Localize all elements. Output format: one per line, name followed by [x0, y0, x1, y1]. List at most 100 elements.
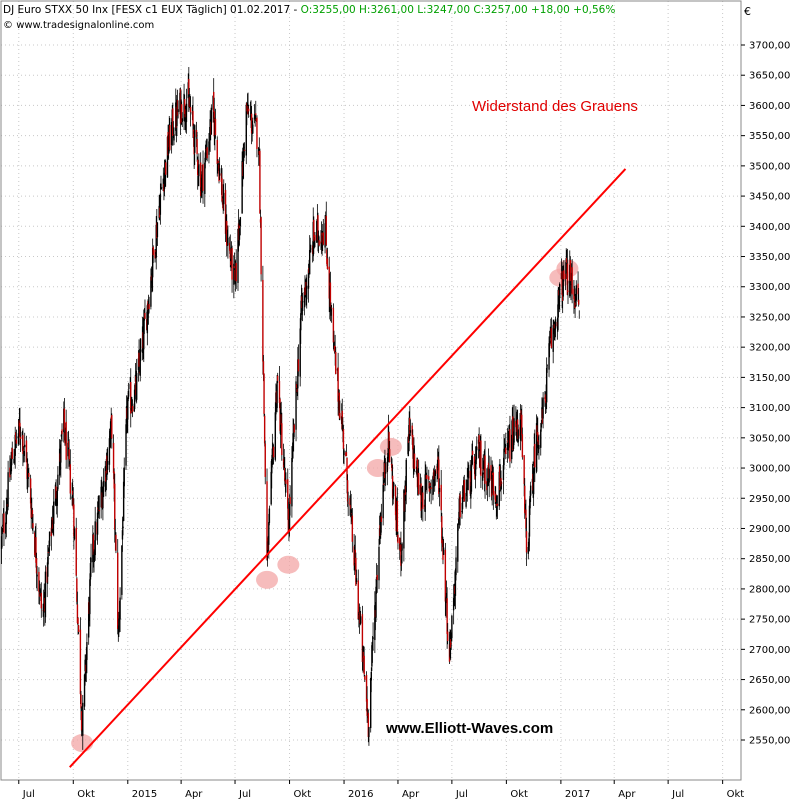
- candle-body: [86, 642, 88, 660]
- candle-body: [300, 313, 302, 331]
- candle-body: [102, 480, 105, 497]
- candle-body: [67, 442, 69, 457]
- candle-body: [42, 603, 45, 613]
- candle-body: [226, 220, 228, 246]
- candle-body: [330, 307, 333, 309]
- resistance-trendline: [68, 168, 627, 768]
- candle-body: [167, 131, 169, 156]
- candle-body: [378, 528, 381, 545]
- candle-body: [115, 534, 117, 551]
- candle-body: [154, 250, 156, 259]
- candle-body: [426, 475, 428, 479]
- candle-body: [133, 403, 136, 412]
- candle-body: [394, 486, 397, 516]
- candle-body: [491, 471, 493, 494]
- candle-body: [375, 586, 377, 618]
- candle-body: [536, 425, 538, 435]
- candle-body: [275, 392, 277, 415]
- candle-body: [140, 349, 142, 352]
- candle-body: [358, 613, 360, 615]
- candle-body: [433, 477, 436, 479]
- candle-body: [570, 283, 572, 286]
- candle-body: [44, 571, 47, 618]
- candle-body: [112, 442, 115, 473]
- candle-body: [71, 490, 74, 495]
- y-tick-label: 2950,00: [749, 494, 790, 505]
- candle-body: [170, 122, 173, 146]
- candle-body: [429, 483, 432, 487]
- y-tick-label: 3100,00: [749, 403, 790, 414]
- candle-body: [239, 217, 242, 227]
- y-tick-label: 3500,00: [749, 161, 790, 172]
- candle-body: [76, 578, 78, 602]
- candle-body: [310, 248, 312, 250]
- candle-body: [143, 323, 145, 350]
- y-tick-label: 3050,00: [749, 433, 790, 444]
- candle-body: [400, 555, 403, 563]
- candle-body: [422, 492, 424, 510]
- candle-body: [452, 597, 455, 611]
- candle-body: [458, 511, 460, 519]
- candle-body: [363, 655, 365, 675]
- highlight-marker: [379, 437, 402, 456]
- candle-body: [429, 486, 431, 489]
- source-label: © www.tradesignalonline.com: [3, 20, 154, 31]
- x-tick-label: Jul: [671, 789, 684, 800]
- candle-body: [121, 545, 123, 595]
- candle-body: [316, 221, 318, 243]
- candle-body: [35, 537, 37, 563]
- candle-body: [355, 557, 357, 586]
- candle-body: [151, 273, 153, 284]
- candle-body: [13, 455, 16, 462]
- candle-body: [471, 456, 473, 466]
- candle-body: [3, 513, 5, 534]
- candle-body: [263, 415, 266, 444]
- candle-body: [413, 453, 416, 469]
- candle-body: [537, 432, 539, 442]
- candle-body: [292, 429, 295, 440]
- candle-body: [138, 352, 140, 367]
- candle-body: [380, 516, 383, 523]
- candle-body: [252, 124, 254, 134]
- candle-body: [121, 530, 124, 540]
- x-tick-label: 2017: [565, 789, 590, 800]
- candle-body: [7, 472, 9, 507]
- candle-body: [326, 249, 328, 265]
- candle-body: [542, 397, 544, 419]
- candle-body: [401, 543, 403, 551]
- candle-body: [434, 470, 436, 477]
- candle-body: [372, 637, 374, 640]
- candle-body: [403, 490, 405, 549]
- candle-body: [343, 450, 345, 456]
- candle-body: [478, 435, 480, 450]
- candle-body: [528, 505, 531, 537]
- candle-body: [451, 615, 453, 639]
- y-tick-label: 3150,00: [749, 373, 790, 384]
- candle-body: [192, 129, 195, 138]
- candle-body: [463, 479, 466, 502]
- candle-body: [90, 557, 92, 563]
- candle-body: [87, 602, 90, 638]
- candle-body: [407, 436, 409, 455]
- candle-body: [532, 471, 535, 495]
- candle-body: [39, 591, 42, 594]
- candle-body: [575, 285, 577, 301]
- candle-body: [194, 125, 196, 153]
- candle-body: [564, 273, 567, 279]
- candle-body: [404, 485, 406, 513]
- candle-body: [224, 189, 227, 234]
- candle-body: [212, 91, 215, 112]
- x-tick-label: Jul: [455, 789, 468, 800]
- candle-body: [528, 538, 530, 546]
- candle-body: [380, 514, 382, 536]
- candle-body: [561, 271, 563, 295]
- candle-body: [430, 487, 432, 490]
- candle-body: [438, 488, 441, 493]
- candle-body: [272, 446, 275, 458]
- candle-body: [283, 461, 285, 466]
- candle-body: [554, 328, 556, 331]
- candle-body: [457, 518, 460, 520]
- y-tick-label: 3300,00: [749, 282, 790, 293]
- candle-body: [291, 458, 293, 507]
- candle-body: [227, 237, 229, 246]
